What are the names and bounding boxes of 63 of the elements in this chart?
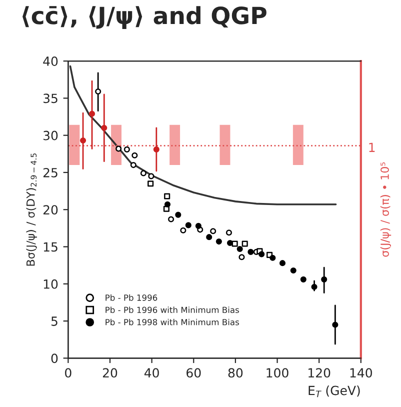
point — [80, 137, 86, 144]
point — [321, 276, 328, 282]
point — [116, 146, 122, 152]
x-tick-label: 80 — [228, 368, 243, 378]
point — [258, 251, 265, 258]
y-tick-label: 30 — [43, 130, 58, 140]
point — [242, 240, 248, 247]
point — [140, 170, 146, 176]
y-tick-label: 0 — [51, 354, 58, 364]
point — [216, 238, 222, 245]
text: 1 — [369, 142, 375, 152]
point — [185, 222, 192, 228]
point — [270, 254, 276, 261]
x-tick-label: 140 — [350, 368, 372, 378]
point — [300, 276, 306, 282]
point — [101, 124, 108, 131]
legend-label: Pb - Pb 1996 with Minimum Bias — [106, 306, 239, 314]
point — [210, 228, 216, 234]
x-axis-title: E$_{T}$ (GeV) — [308, 386, 360, 398]
point — [311, 284, 318, 290]
y-tick-label: 25 — [43, 168, 58, 178]
point — [206, 234, 212, 240]
point — [88, 110, 96, 117]
x-tick-label: 40 — [144, 368, 159, 378]
point — [226, 230, 232, 236]
point — [153, 146, 160, 152]
point — [148, 173, 154, 180]
x-tick-label: 60 — [186, 368, 201, 378]
point — [279, 260, 286, 266]
point — [248, 248, 254, 255]
point — [175, 212, 182, 218]
legend-label: Pb - Pb 1996 — [106, 294, 158, 301]
point — [130, 162, 136, 168]
point — [290, 267, 296, 274]
y-tick-label: 40 — [43, 56, 58, 66]
line-series — [69, 65, 337, 206]
point — [124, 146, 130, 152]
x-tick-label: 20 — [102, 368, 118, 378]
legend-label: Pb - Pb 1998 with Minimum Bias — [106, 318, 239, 326]
chart-title: ⟨cc̄⟩, ⟨J/ψ⟩ and QGP — [22, 6, 266, 29]
y-tick-label: 20 — [43, 205, 58, 215]
point — [332, 322, 338, 328]
point — [95, 88, 102, 95]
point — [238, 254, 245, 260]
y-axis-title: Bσ(J/ψ) / σ(DY)$_{2.9−4.5}$ — [26, 154, 37, 266]
x-tick-label: 100 — [266, 368, 288, 378]
point — [168, 216, 174, 222]
point — [132, 152, 138, 158]
point — [180, 227, 186, 234]
point — [164, 193, 170, 200]
y2-axis-title: σ(J/ψ) / σ(π) • 10⁵ — [380, 162, 392, 257]
point — [195, 222, 202, 229]
y-tick-label: 15 — [44, 242, 58, 252]
point — [232, 240, 238, 247]
x-tick-label: 120 — [308, 368, 330, 378]
point — [148, 180, 154, 187]
x-tick-label: 0 — [65, 368, 72, 378]
y-tick-label: 10 — [44, 279, 58, 289]
point — [226, 240, 234, 246]
point — [164, 201, 171, 208]
y-tick-label: 5 — [51, 316, 58, 326]
point — [236, 246, 243, 252]
y-tick-label: 35 — [43, 94, 58, 104]
